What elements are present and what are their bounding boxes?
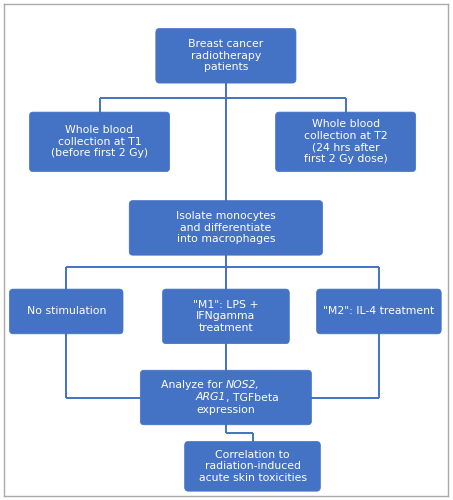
Text: expression: expression bbox=[197, 406, 255, 415]
Text: , TGFbeta: , TGFbeta bbox=[226, 392, 279, 402]
FancyBboxPatch shape bbox=[185, 442, 320, 491]
FancyBboxPatch shape bbox=[275, 112, 416, 172]
Text: Breast cancer
radiotherapy
patients: Breast cancer radiotherapy patients bbox=[188, 39, 264, 72]
FancyBboxPatch shape bbox=[10, 289, 123, 334]
Text: Analyze for: Analyze for bbox=[161, 380, 226, 390]
Text: ARG1: ARG1 bbox=[196, 392, 226, 402]
Text: NOS2,: NOS2, bbox=[226, 380, 260, 390]
Text: Isolate monocytes
and differentiate
into macrophages: Isolate monocytes and differentiate into… bbox=[176, 212, 276, 244]
Text: "M2": IL-4 treatment: "M2": IL-4 treatment bbox=[323, 306, 434, 316]
FancyBboxPatch shape bbox=[129, 200, 323, 255]
Text: Whole blood
collection at T1
(before first 2 Gy): Whole blood collection at T1 (before fir… bbox=[51, 125, 148, 158]
Text: No stimulation: No stimulation bbox=[27, 306, 106, 316]
Text: Correlation to
radiation-induced
acute skin toxicities: Correlation to radiation-induced acute s… bbox=[198, 450, 307, 483]
FancyBboxPatch shape bbox=[163, 289, 289, 344]
FancyBboxPatch shape bbox=[156, 28, 296, 83]
Text: "M1": LPS +
IFNgamma
treatment: "M1": LPS + IFNgamma treatment bbox=[193, 300, 259, 333]
FancyBboxPatch shape bbox=[29, 112, 169, 172]
FancyBboxPatch shape bbox=[317, 289, 441, 334]
FancyBboxPatch shape bbox=[140, 370, 312, 425]
Text: Whole blood
collection at T2
(24 hrs after
first 2 Gy dose): Whole blood collection at T2 (24 hrs aft… bbox=[304, 120, 387, 164]
